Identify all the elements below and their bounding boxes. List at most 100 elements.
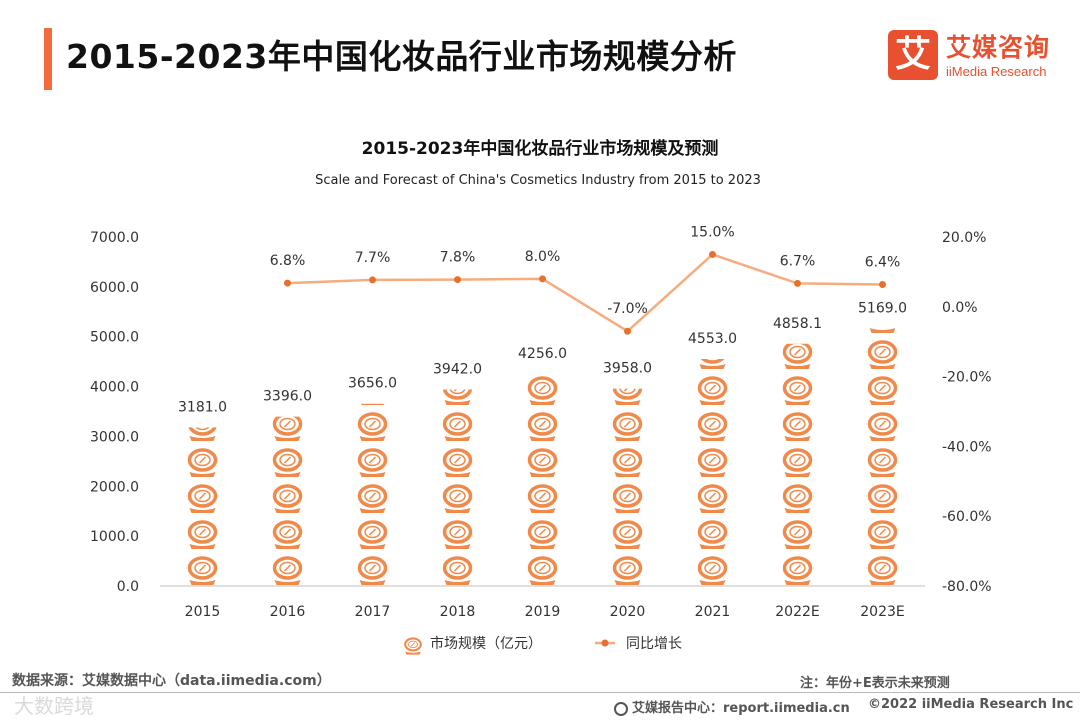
source-note: 数据来源：艾媒数据中心（data.iimedia.com）	[12, 673, 331, 689]
mirror-icon	[187, 448, 218, 479]
growth-value-label: 6.4%	[865, 254, 901, 270]
mirror-icon	[357, 556, 388, 586]
bar-value-label: 3656.0	[348, 376, 397, 392]
bar	[612, 388, 643, 586]
mirror-icon	[527, 484, 558, 515]
mirror-icon	[272, 448, 303, 479]
growth-value-label: -7.0%	[607, 301, 648, 317]
brand-logo[interactable]: 艾 艾媒咨询 iiMedia Research	[888, 28, 1068, 84]
mirror-icon	[357, 520, 388, 551]
y-right-tick-label: -80.0%	[942, 579, 992, 595]
mirror-icon	[272, 484, 303, 515]
chart-legend: 市场规模（亿元） 同比增长	[404, 635, 682, 656]
mirror-icon	[187, 484, 218, 515]
y-left-tick-label: 3000.0	[90, 429, 139, 445]
mirror-icon	[187, 520, 218, 551]
growth-point	[539, 275, 546, 283]
mirror-icon	[187, 427, 218, 443]
x-tick-label: 2016	[270, 604, 306, 620]
chart-title: 2015-2023年中国化妆品行业市场规模及预测	[362, 138, 719, 159]
bar	[442, 389, 473, 586]
bar-value-label: 4858.1	[773, 316, 822, 332]
mirror-icon	[612, 448, 643, 479]
report-center[interactable]: 艾媒报告中心：report.iimedia.cn	[614, 697, 850, 716]
mirror-icon	[867, 376, 898, 407]
growth-value-label: 7.8%	[440, 250, 476, 266]
brand-name-en: iiMedia Research	[946, 64, 1047, 79]
y-left-tick-label: 2000.0	[90, 479, 139, 495]
title-accent-bar	[44, 28, 52, 90]
y-left-tick-label: 5000.0	[90, 330, 139, 346]
growth-point	[879, 280, 886, 288]
growth-point	[709, 250, 716, 258]
chart-axes: 0.0 1000.0 2000.0 3000.0 4000.0 5000.0 6000.0 7…	[90, 230, 992, 620]
bar-value-label: 4553.0	[688, 331, 737, 347]
mirror-icon	[697, 412, 728, 443]
mirror-icon	[867, 520, 898, 551]
mirror-icon	[442, 520, 473, 551]
mirror-icon	[442, 448, 473, 479]
mirror-icon	[867, 556, 898, 586]
y-left-tick-label: 1000.0	[90, 529, 139, 545]
chart-subtitle: Scale and Forecast of China's Cosmetics …	[315, 173, 761, 188]
mirror-icon	[697, 520, 728, 551]
y-left-tick-label: 7000.0	[90, 230, 139, 246]
growth-value-label: 15.0%	[690, 224, 734, 240]
mirror-icon	[782, 376, 813, 407]
mirror-icon	[272, 556, 303, 586]
mirror-icon	[357, 448, 388, 479]
mirror-icon	[700, 306, 726, 333]
bar	[782, 343, 813, 586]
mirror-icon	[697, 556, 728, 586]
bar-value-label: 3181.0	[178, 399, 227, 415]
bar-value-label: 4256.0	[518, 346, 567, 362]
growth-value-label: 8.0%	[525, 249, 561, 265]
mirror-icon	[357, 484, 388, 515]
mirror-icon	[527, 556, 558, 587]
mirror-icon	[782, 448, 813, 479]
y-right-tick-label: -40.0%	[942, 439, 992, 455]
growth-value-label: 7.7%	[355, 250, 391, 266]
legend-bar-label: 市场规模（亿元）	[430, 635, 542, 652]
watermark-text: 大数跨境	[14, 694, 94, 718]
y-left-tick-label: 4000.0	[90, 380, 139, 396]
copyright: ©2022 iiMedia Research Inc	[868, 697, 1074, 712]
growth-value-label: 6.8%	[270, 253, 306, 269]
footer-divider	[0, 692, 1080, 693]
mirror-icon	[612, 520, 643, 551]
growth-point	[284, 279, 291, 287]
bar-value-label: 5169.0	[858, 300, 907, 316]
bar-series: 3181.0 3396.0 3656.0 3942.0 4256.0 3958.0 4553…	[178, 300, 907, 587]
legend-line-dot	[601, 639, 609, 647]
mirror-icon	[527, 412, 558, 443]
globe-icon	[614, 702, 628, 716]
mirror-icon	[867, 412, 898, 443]
mirror-icon	[612, 484, 643, 515]
brand-name-cn: 艾媒咨询	[946, 33, 1051, 62]
mirror-icon	[697, 484, 728, 515]
y-right-tick-label: -20.0%	[942, 370, 992, 386]
bar-value-label: 3958.0	[603, 361, 652, 377]
report-center-link[interactable]: 艾媒报告中心：report.iimedia.cn	[632, 701, 850, 716]
y-right-tick-label: -60.0%	[942, 509, 992, 525]
growth-point	[794, 279, 801, 287]
mirror-icon	[442, 389, 473, 407]
y-left-tick-label: 0.0	[117, 579, 139, 595]
bar-value-label: 3396.0	[263, 389, 312, 405]
growth-point	[624, 327, 631, 335]
page-title: 2015-2023年中国化妆品行业市场规模分析	[66, 37, 737, 76]
x-tick-label: 2020	[610, 604, 646, 620]
legend-line-label: 同比增长	[626, 636, 682, 652]
mirror-icon	[697, 448, 728, 479]
bar	[272, 416, 303, 586]
mirror-icon	[612, 388, 643, 407]
x-tick-label: 2022E	[775, 604, 819, 620]
x-tick-label: 2019	[525, 604, 561, 620]
mirror-icon	[527, 520, 558, 551]
y-right-tick-label: 0.0%	[942, 300, 978, 316]
mirror-icon	[527, 376, 558, 407]
y-left-tick-label: 6000.0	[90, 280, 139, 296]
mirror-icon	[187, 556, 218, 586]
bar	[527, 376, 558, 587]
growth-point	[454, 276, 461, 284]
